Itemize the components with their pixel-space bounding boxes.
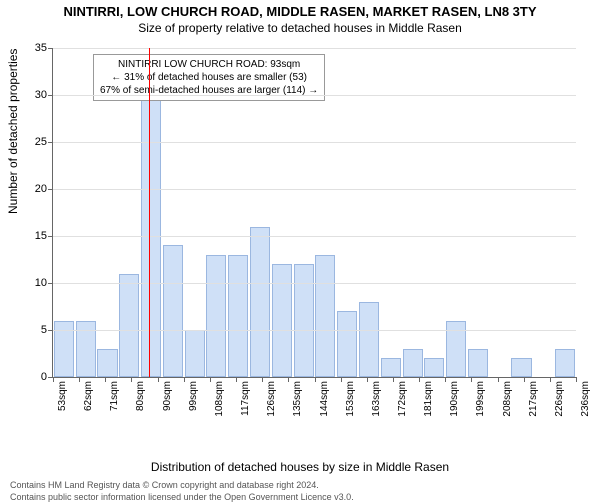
- y-axis-label: Number of detached properties: [6, 49, 20, 214]
- x-tick-mark: [550, 377, 551, 382]
- x-tick-label: 71sqm: [109, 381, 120, 411]
- y-tick-mark: [48, 283, 53, 284]
- x-tick-mark: [419, 377, 420, 382]
- x-tick-mark: [367, 377, 368, 382]
- x-tick-mark: [471, 377, 472, 382]
- annotation-line-1: NINTIRRI LOW CHURCH ROAD: 93sqm: [100, 58, 318, 71]
- y-tick-mark: [48, 142, 53, 143]
- x-tick-label: 99sqm: [188, 381, 199, 411]
- x-tick-label: 62sqm: [83, 381, 94, 411]
- y-tick-label: 20: [35, 183, 47, 195]
- x-tick-mark: [288, 377, 289, 382]
- footer-copyright-1: Contains HM Land Registry data © Crown c…: [10, 480, 319, 490]
- gridline: [53, 283, 576, 284]
- y-tick-label: 15: [35, 230, 47, 242]
- x-tick-label: 172sqm: [397, 381, 408, 417]
- x-tick-mark: [184, 377, 185, 382]
- y-tick-label: 0: [41, 371, 47, 383]
- bar: [359, 302, 379, 377]
- x-tick-mark: [105, 377, 106, 382]
- gridline: [53, 95, 576, 96]
- y-tick-label: 25: [35, 136, 47, 148]
- x-tick-label: 163sqm: [371, 381, 382, 417]
- bar: [315, 255, 335, 377]
- x-tick-mark: [393, 377, 394, 382]
- bar: [294, 264, 314, 377]
- x-tick-label: 117sqm: [240, 381, 251, 416]
- y-tick-label: 5: [41, 324, 47, 336]
- x-tick-label: 126sqm: [266, 381, 277, 417]
- x-tick-label: 199sqm: [475, 381, 486, 417]
- x-tick-label: 226sqm: [554, 381, 565, 417]
- x-tick-mark: [79, 377, 80, 382]
- x-tick-label: 181sqm: [423, 381, 434, 417]
- bar: [250, 227, 270, 377]
- bar: [511, 358, 531, 377]
- y-tick-mark: [48, 95, 53, 96]
- y-tick-label: 30: [35, 89, 47, 101]
- x-axis-label: Distribution of detached houses by size …: [0, 460, 600, 474]
- gridline: [53, 48, 576, 49]
- y-tick-mark: [48, 330, 53, 331]
- x-tick-mark: [53, 377, 54, 382]
- x-tick-mark: [131, 377, 132, 382]
- y-tick-mark: [48, 48, 53, 49]
- y-tick-mark: [48, 189, 53, 190]
- x-tick-mark: [498, 377, 499, 382]
- x-tick-label: 208sqm: [502, 381, 513, 417]
- gridline: [53, 236, 576, 237]
- plot-area: NINTIRRI LOW CHURCH ROAD: 93sqm ← 31% of…: [52, 48, 576, 378]
- x-tick-label: 153sqm: [345, 381, 356, 417]
- annotation-box: NINTIRRI LOW CHURCH ROAD: 93sqm ← 31% of…: [93, 54, 325, 101]
- x-tick-mark: [158, 377, 159, 382]
- x-tick-label: 236sqm: [580, 381, 591, 417]
- x-tick-mark: [236, 377, 237, 382]
- gridline: [53, 330, 576, 331]
- bar: [185, 330, 205, 377]
- x-tick-label: 144sqm: [319, 381, 330, 417]
- gridline: [53, 142, 576, 143]
- y-tick-label: 35: [35, 42, 47, 54]
- x-tick-mark: [341, 377, 342, 382]
- bar: [381, 358, 401, 377]
- x-tick-mark: [262, 377, 263, 382]
- x-tick-label: 80sqm: [135, 381, 146, 411]
- bar: [337, 311, 357, 377]
- x-tick-label: 53sqm: [57, 381, 68, 411]
- x-tick-label: 135sqm: [292, 381, 303, 417]
- bar: [403, 349, 423, 377]
- bar: [119, 274, 139, 377]
- y-tick-mark: [48, 236, 53, 237]
- x-tick-mark: [445, 377, 446, 382]
- annotation-line-2: ← 31% of detached houses are smaller (53…: [100, 71, 318, 84]
- x-tick-label: 217sqm: [528, 381, 539, 417]
- gridline: [53, 189, 576, 190]
- chart-title: NINTIRRI, LOW CHURCH ROAD, MIDDLE RASEN,…: [0, 4, 600, 19]
- bar: [206, 255, 226, 377]
- bar: [555, 349, 575, 377]
- x-tick-label: 90sqm: [162, 381, 173, 411]
- x-tick-mark: [576, 377, 577, 382]
- x-tick-label: 108sqm: [214, 381, 225, 417]
- x-tick-mark: [524, 377, 525, 382]
- x-tick-label: 190sqm: [449, 381, 460, 417]
- footer-copyright-2: Contains public sector information licen…: [10, 492, 354, 502]
- bar: [163, 245, 183, 377]
- chart-subtitle: Size of property relative to detached ho…: [0, 21, 600, 35]
- bar: [228, 255, 248, 377]
- bar: [468, 349, 488, 377]
- reference-line: [149, 48, 150, 377]
- bar: [272, 264, 292, 377]
- bar: [424, 358, 444, 377]
- bar: [97, 349, 117, 377]
- x-tick-mark: [315, 377, 316, 382]
- x-tick-mark: [210, 377, 211, 382]
- y-tick-label: 10: [35, 277, 47, 289]
